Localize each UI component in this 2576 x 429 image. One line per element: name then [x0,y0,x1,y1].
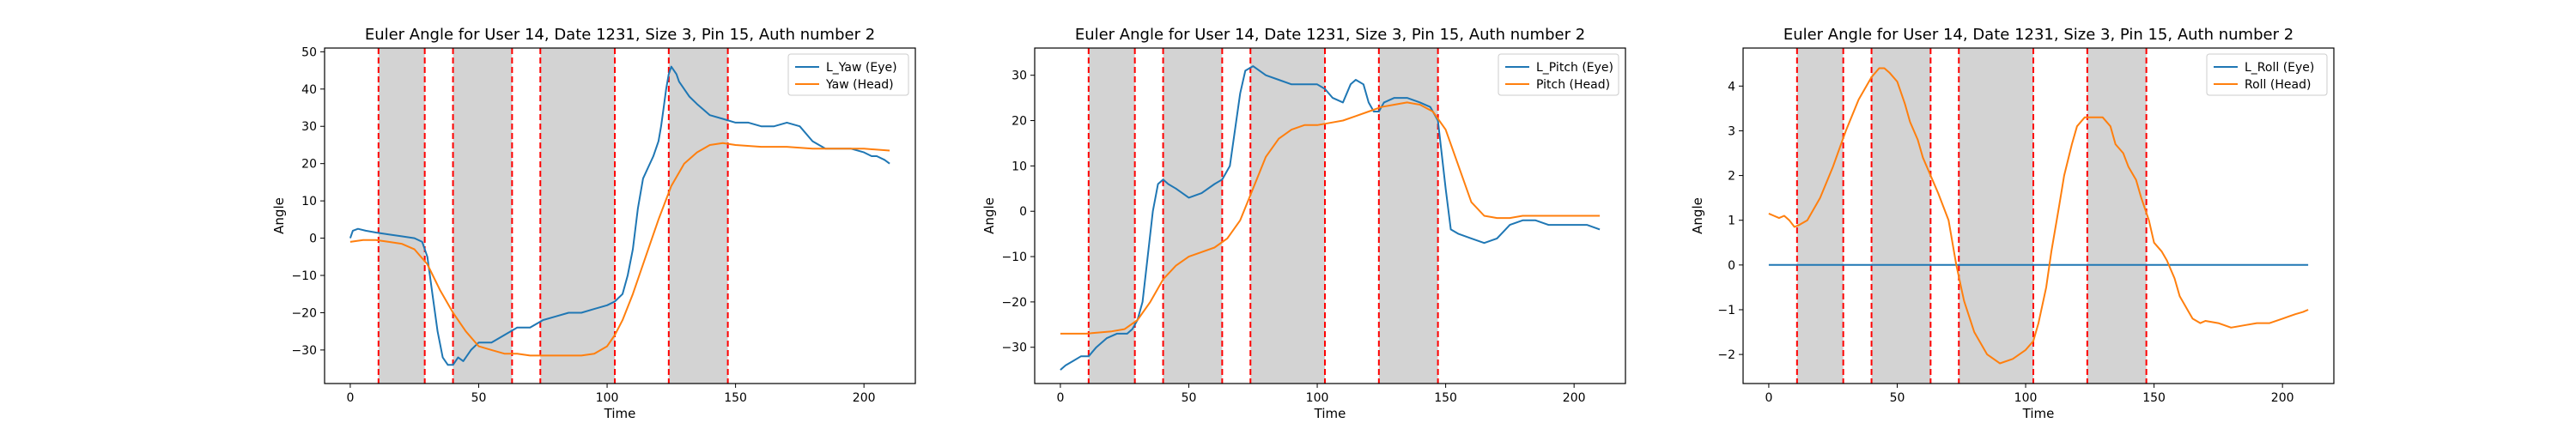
pitch-shaded-interval-3 [1378,48,1438,384]
yaw-legend-label-0: L_Yaw (Eye) [826,61,897,75]
pitch-x-axis-label: Time [1314,406,1346,421]
roll-chart-title: Euler Angle for User 14, Date 1231, Size… [1783,26,2293,44]
pitch-x-tick-label-2: 100 [1306,391,1329,405]
pitch-y-tick-label-2: −10 [1001,251,1027,264]
pitch-x-tick-label-0: 0 [1056,391,1064,405]
yaw-series-line-1 [349,142,890,357]
roll-legend-label-0: L_Roll (Eye) [2245,61,2314,75]
chart-panel-roll: 0 50 100 150 200 −2 −1 0 1 2 3 4 Euler Angle for Use… [1690,26,2335,421]
pitch-shaded-interval-1 [1163,48,1223,384]
roll-y-tick-label-0: −2 [1717,348,1735,362]
yaw-x-tick-label-1: 50 [471,391,487,405]
yaw-series-line-0 [349,65,890,366]
yaw-shaded-interval-3 [668,48,728,384]
roll-y-tick-label-5: 3 [1728,124,1735,138]
pitch-shaded-interval-2 [1250,48,1326,384]
yaw-y-tick-label-5: 20 [301,158,317,172]
yaw-x-tick-label-4: 200 [853,391,876,405]
yaw-y-tick-label-3: 0 [309,233,317,246]
pitch-legend-label-1: Pitch (Head) [1536,78,1610,92]
pitch-series-line-1 [1060,101,1601,335]
roll-x-tick-label-1: 50 [1890,391,1905,405]
yaw-x-axis-label: Time [604,406,636,421]
pitch-x-tick-label-1: 50 [1182,391,1197,405]
yaw-y-tick-label-4: 10 [301,195,317,208]
roll-x-axis-label: Time [2022,406,2055,421]
yaw-axes-frame [324,47,916,384]
pitch-y-tick-label-3: 0 [1019,205,1027,219]
roll-series-line-1 [1768,67,2309,365]
roll-y-tick-label-1: −1 [1717,304,1735,317]
yaw-y-tick-label-0: −30 [291,344,317,358]
chart-panel-pitch: 0 50 100 150 200 −30 −20 −10 0 10 20 30 Euler Angle … [981,26,1626,421]
pitch-legend-label-0: L_Pitch (Eye) [1536,61,1613,75]
yaw-y-tick-label-6: 30 [301,120,317,134]
yaw-x-tick-label-2: 100 [596,391,619,405]
roll-x-tick-label-0: 0 [1765,391,1772,405]
pitch-y-tick-label-0: −30 [1001,341,1027,355]
roll-shaded-interval-0 [1796,48,1844,384]
pitch-series-line-0 [1060,65,1601,371]
roll-x-tick-label-2: 100 [2014,391,2038,405]
yaw-y-tick-label-8: 50 [301,45,317,59]
pitch-y-tick-label-5: 20 [1012,115,1027,129]
yaw-y-tick-label-1: −20 [291,306,317,320]
pitch-y-tick-label-1: −20 [1001,296,1027,310]
chart-panel-yaw: 0 50 100 150 200 −30 −20 −10 0 10 20 30 40 50 Euler An… [271,26,916,421]
pitch-x-tick-label-4: 200 [1563,391,1586,405]
roll-y-tick-label-6: 4 [1728,80,1735,94]
roll-y-tick-label-3: 1 [1728,214,1735,228]
yaw-y-axis-label: Angle [271,197,287,234]
pitch-chart-title: Euler Angle for User 14, Date 1231, Size… [1075,26,1585,44]
roll-y-tick-label-4: 2 [1728,170,1735,184]
roll-x-tick-label-3: 150 [2142,391,2166,405]
roll-axes-frame [1742,47,2335,384]
yaw-x-tick-label-0: 0 [346,391,354,405]
yaw-shaded-interval-2 [540,48,616,384]
yaw-legend-label-1: Yaw (Head) [825,78,894,92]
pitch-y-tick-label-4: 10 [1012,160,1027,173]
pitch-axes-frame [1034,47,1626,384]
roll-shaded-interval-2 [1959,48,2034,384]
roll-legend-label-1: Roll (Head) [2245,78,2311,92]
roll-y-tick-label-2: 0 [1728,259,1735,273]
pitch-y-tick-label-6: 30 [1012,69,1027,83]
yaw-x-tick-label-3: 150 [724,391,747,405]
roll-x-tick-label-4: 200 [2271,391,2294,405]
pitch-y-axis-label: Angle [981,197,997,234]
roll-shaded-interval-1 [1871,48,1931,384]
pitch-x-tick-label-3: 150 [1434,391,1457,405]
yaw-y-tick-label-7: 40 [301,83,317,97]
yaw-y-tick-label-2: −10 [291,269,317,283]
roll-shaded-interval-3 [2087,48,2147,384]
yaw-shaded-interval-0 [378,48,425,384]
yaw-chart-title: Euler Angle for User 14, Date 1231, Size… [365,26,875,44]
roll-y-axis-label: Angle [1690,197,1705,234]
yaw-shaded-interval-1 [453,48,513,384]
